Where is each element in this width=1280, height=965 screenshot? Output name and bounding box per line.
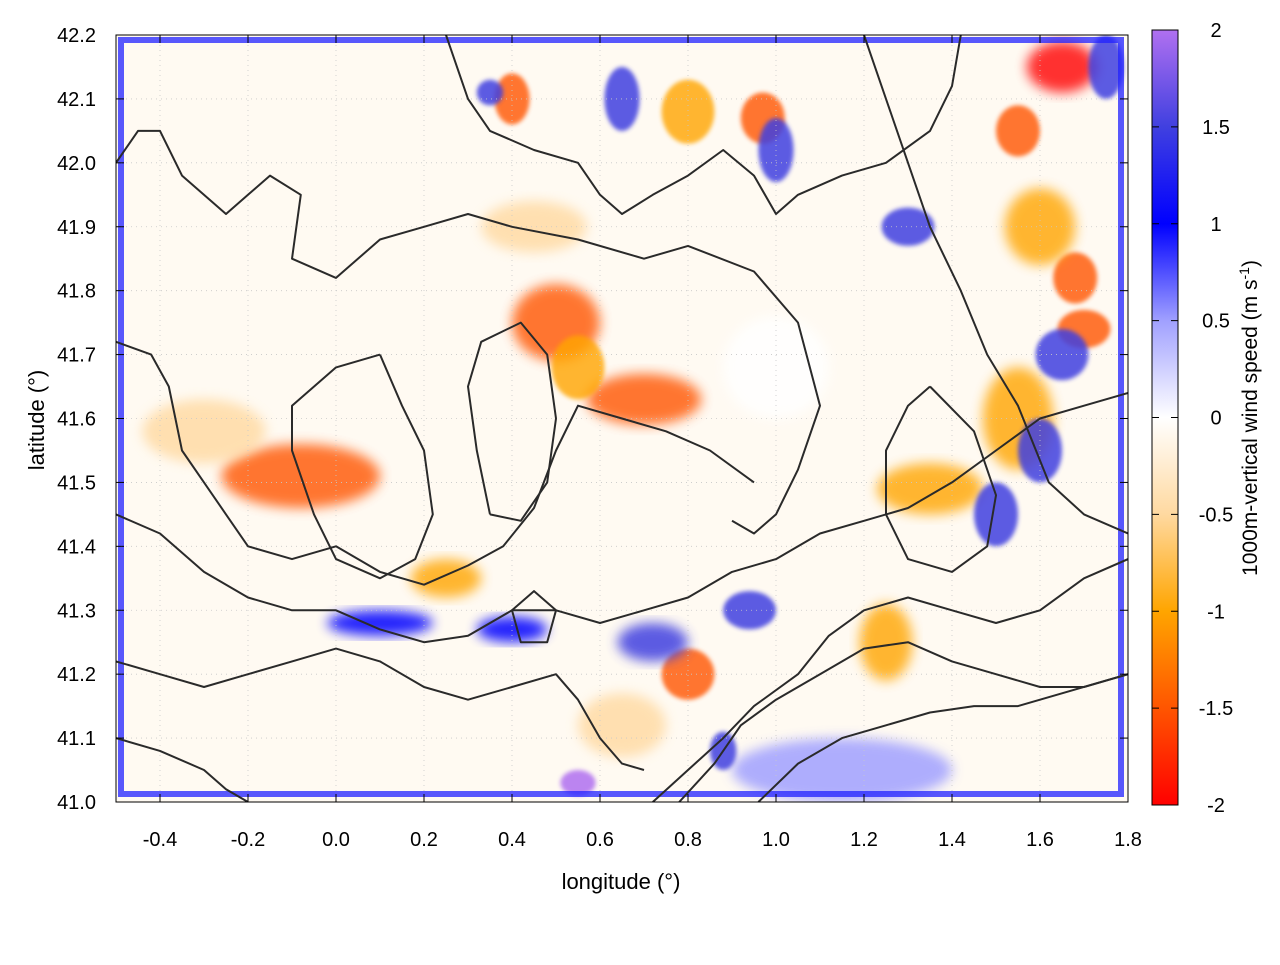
updraft-cell-33 bbox=[1088, 35, 1124, 99]
y-tick-label-7: 41.7 bbox=[57, 345, 96, 367]
updraft-cell-32 bbox=[476, 79, 504, 106]
y-tick-label-6: 41.6 bbox=[57, 409, 96, 431]
colorbar-tick-label-1: -1.5 bbox=[1199, 698, 1233, 720]
x-tick-label-9: 1.4 bbox=[938, 829, 966, 851]
downdraft-cell-19 bbox=[1004, 188, 1076, 266]
updraft-cell-34 bbox=[560, 770, 596, 796]
terrain-contour-1 bbox=[116, 340, 755, 586]
downdraft-cell-13 bbox=[877, 463, 983, 515]
x-tick-label-0: -0.4 bbox=[143, 829, 177, 851]
colorbar-tick-label-2: -1 bbox=[1207, 601, 1225, 623]
x-tick-label-4: 0.4 bbox=[498, 829, 526, 851]
x-axis-label: longitude (°) bbox=[562, 869, 681, 894]
colorbar-ticks: -2 -1.5 -1 -0.5 0 0.5 1 1.5 2 bbox=[1152, 20, 1233, 817]
updraft-cell-20 bbox=[732, 738, 952, 802]
downdraft-cell-5 bbox=[481, 201, 587, 253]
colorbar-label: 1000m-vertical wind speed (m s-1) bbox=[1236, 260, 1262, 576]
domain-boundary-updraft bbox=[118, 37, 1124, 797]
x-tick-label-1: -0.2 bbox=[231, 829, 265, 851]
y-tick-label-11: 42.1 bbox=[57, 89, 96, 111]
x-tick-label-2: 0.0 bbox=[322, 829, 350, 851]
terrain-contour-12 bbox=[885, 385, 997, 573]
y-tick-label-5: 41.5 bbox=[57, 472, 96, 494]
updraft-cell-23 bbox=[476, 616, 548, 643]
downdraft-cell-15 bbox=[859, 603, 913, 681]
colorbar-label-close: ) bbox=[1239, 260, 1262, 267]
terrain-contours bbox=[116, 35, 1128, 802]
x-axis: -0.4 -0.2 0.0 0.2 0.4 0.6 0.8 1.0 1.2 1.4 1.6 1.8 bbox=[143, 35, 1142, 851]
y-tick-label-8: 41.8 bbox=[57, 281, 96, 303]
updraft-cell-26 bbox=[974, 482, 1018, 547]
x-tick-label-8: 1.2 bbox=[850, 829, 878, 851]
updraft-cell-22 bbox=[327, 610, 433, 636]
colorbar-label-superscript: -1 bbox=[1236, 267, 1252, 280]
y-tick-label-12: 42.2 bbox=[57, 25, 96, 47]
updraft-cell-21 bbox=[723, 316, 829, 419]
y-tick-label-4: 41.4 bbox=[57, 536, 96, 558]
downdraft-cell-10 bbox=[1026, 41, 1098, 93]
y-tick-label-2: 41.2 bbox=[57, 664, 96, 686]
terrain-contour-13 bbox=[511, 590, 557, 644]
x-tick-label-7: 1.0 bbox=[762, 829, 790, 851]
terrain-contour-6 bbox=[678, 641, 1128, 802]
colorbar-tick-label-0: -2 bbox=[1207, 795, 1225, 817]
colorbar-tick-label-7: 1.5 bbox=[1202, 117, 1230, 139]
downdraft-cell-9 bbox=[996, 105, 1040, 157]
x-tick-label-10: 1.6 bbox=[1026, 829, 1054, 851]
updraft-cell-25 bbox=[723, 591, 776, 630]
y-tick-label-9: 41.9 bbox=[57, 217, 96, 239]
terrain-contour-3 bbox=[116, 647, 645, 771]
downdraft-cell-16 bbox=[661, 648, 715, 700]
colorbar-tick-label-6: 1 bbox=[1210, 214, 1221, 236]
terrain-contour-9 bbox=[863, 35, 1128, 535]
colorbar: -2 -1.5 -1 -0.5 0 0.5 1 1.5 2 bbox=[1151, 20, 1233, 817]
x-tick-label-5: 0.6 bbox=[586, 829, 614, 851]
colorbar-tick-label-5: 0.5 bbox=[1202, 311, 1230, 333]
downdraft-cell-1 bbox=[142, 399, 266, 464]
terrain-contour-4 bbox=[116, 737, 249, 802]
terrain-contour-10 bbox=[291, 353, 434, 580]
x-tick-label-3: 0.2 bbox=[410, 829, 438, 851]
colorbar-tick-label-8: 2 bbox=[1210, 20, 1221, 42]
terrain-contour-7 bbox=[757, 673, 1128, 802]
colorbar-tick-label-3: -0.5 bbox=[1199, 504, 1233, 526]
terrain-contour-2 bbox=[116, 391, 1128, 644]
updraft-cell-29 bbox=[881, 207, 935, 246]
downdraft-cell-11 bbox=[1053, 252, 1098, 304]
y-tick-label-10: 42.0 bbox=[57, 153, 96, 175]
downdraft-cell-3 bbox=[586, 373, 702, 425]
downdraft-cell-17 bbox=[410, 559, 482, 598]
colorbar-label-main: 1000m-vertical wind speed (m s bbox=[1239, 280, 1262, 576]
y-axis-label: latitude (°) bbox=[24, 370, 49, 471]
terrain-contour-11 bbox=[467, 321, 557, 522]
updraft-cell-24 bbox=[617, 623, 688, 662]
y-axis: 41.0 41.1 41.2 41.3 41.4 41.5 41.6 41.7 41.8 41.9… bbox=[57, 25, 1128, 814]
x-tick-label-11: 1.8 bbox=[1114, 829, 1142, 851]
y-tick-label-0: 41.0 bbox=[57, 792, 96, 814]
y-tick-label-1: 41.1 bbox=[57, 728, 96, 750]
downdraft-cell-7 bbox=[661, 79, 715, 144]
y-tick-label-3: 41.3 bbox=[57, 600, 96, 622]
terrain-contour-0 bbox=[116, 129, 821, 535]
colorbar-tick-label-4: 0 bbox=[1210, 408, 1221, 430]
terrain-contour-5 bbox=[652, 558, 1128, 802]
downdraft-cell-18 bbox=[578, 693, 666, 758]
x-tick-label-6: 0.8 bbox=[674, 829, 702, 851]
terrain-contour-8 bbox=[445, 35, 962, 215]
downdraft-cell-4 bbox=[551, 335, 605, 400]
